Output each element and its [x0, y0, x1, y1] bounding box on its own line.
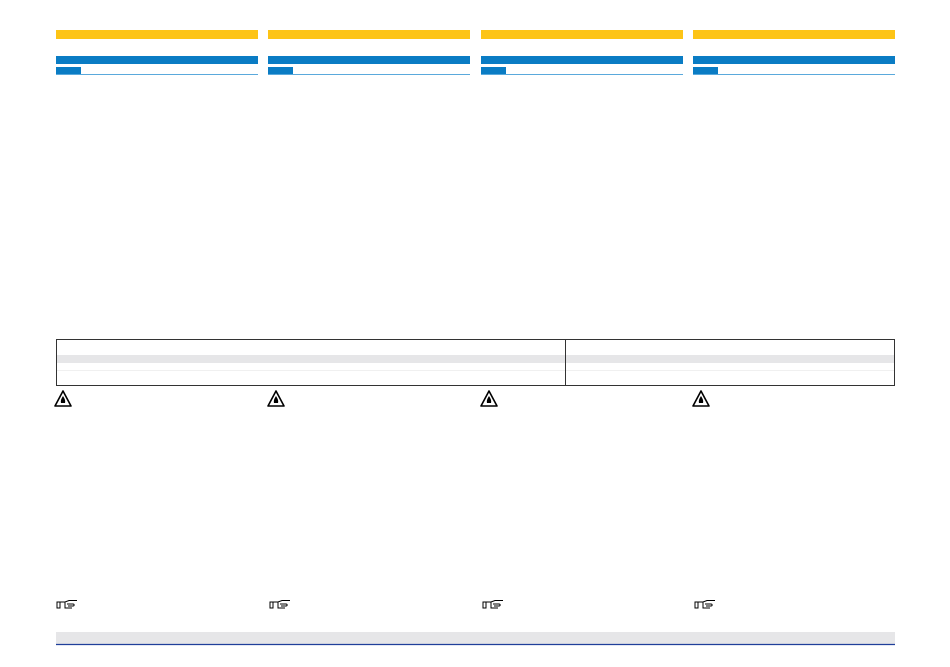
column-header-1 [55, 29, 259, 75]
column-header-4 [692, 29, 896, 75]
warning-icon-1 [54, 390, 72, 407]
column-header-3 [480, 29, 684, 75]
note-icon-2 [269, 600, 291, 609]
column-header-2 [267, 29, 471, 75]
warning-icon-2 [267, 390, 285, 407]
warning-icon-3 [480, 390, 498, 407]
table [56, 339, 895, 386]
note-icon-3 [482, 600, 504, 609]
footer-bar [56, 632, 895, 646]
note-icon-4 [694, 600, 716, 609]
note-icon-1 [56, 600, 78, 609]
warning-icon-4 [692, 390, 710, 407]
